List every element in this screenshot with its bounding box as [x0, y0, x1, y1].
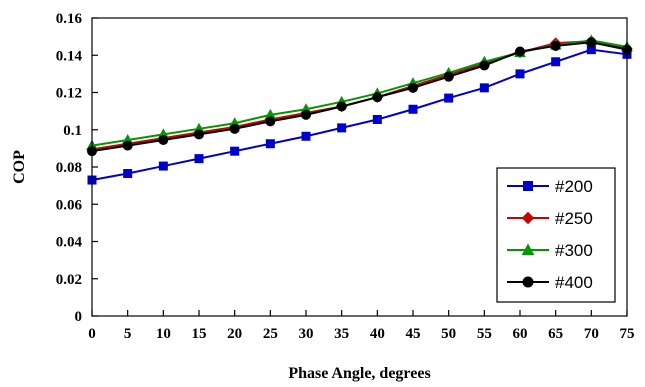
- data-point: [336, 101, 347, 112]
- data-point: [337, 123, 347, 133]
- data-point: [265, 139, 275, 149]
- legend-box: [496, 167, 616, 303]
- data-point: [372, 92, 383, 103]
- data-point: [301, 131, 311, 141]
- data-point: [158, 134, 169, 145]
- series-line: [91, 41, 628, 153]
- y-tick-label: 0.12: [56, 86, 82, 102]
- y-tick-label: 0.08: [56, 160, 82, 176]
- y-tick-label: 0.1: [63, 123, 82, 139]
- x-tick-label: 55: [477, 326, 492, 342]
- data-point: [443, 71, 454, 82]
- data-point: [408, 82, 418, 93]
- y-tick-label: 0: [75, 309, 83, 325]
- legend-marker: [523, 181, 533, 191]
- plot-area-frame: [91, 17, 628, 317]
- data-point: [230, 146, 240, 156]
- y-axis-title: COP: [11, 150, 28, 184]
- x-tick-label: 10: [156, 326, 171, 342]
- x-axis-title: Phase Angle, degrees: [288, 365, 430, 382]
- x-tick-label: 0: [88, 326, 96, 342]
- data-point: [479, 83, 489, 93]
- data-point: [229, 123, 240, 134]
- legend-label: #300: [555, 241, 593, 260]
- x-axis-ticks: 0 5 10 15 20 25 30 35 40 45 50 55 60 65 70 75: [88, 310, 635, 342]
- y-axis-ticks: 0 0.02 0.04 0.06 0.08 0.1 0.12 0.14 0.16: [56, 11, 98, 325]
- x-tick-label: 75: [620, 326, 635, 342]
- x-tick-label: 30: [299, 326, 314, 342]
- data-point: [372, 115, 382, 125]
- data-point: [515, 46, 525, 57]
- x-tick-label: 5: [124, 326, 132, 342]
- legend-item: #250: [507, 209, 593, 228]
- x-tick-label: 15: [192, 326, 207, 342]
- legend-item: #400: [507, 273, 593, 292]
- legend-marker: [521, 211, 535, 225]
- x-tick-label: 70: [584, 326, 599, 342]
- x-tick-label: 50: [441, 326, 456, 342]
- legend-label: #200: [555, 177, 593, 196]
- y-tick-label: 0.14: [56, 48, 83, 64]
- legend-marker: [522, 276, 534, 288]
- data-point: [586, 37, 597, 48]
- data-point: [479, 60, 490, 71]
- x-tick-label: 60: [513, 326, 528, 342]
- data-point: [122, 140, 133, 151]
- y-tick-label: 0.02: [56, 272, 82, 288]
- x-tick-label: 35: [334, 326, 349, 342]
- y-tick-label: 0.06: [56, 197, 83, 213]
- data-point: [194, 154, 204, 164]
- series-layer: [86, 34, 633, 185]
- legend-item: #200: [507, 177, 593, 196]
- legend-label: #400: [555, 273, 593, 292]
- data-point: [408, 104, 418, 114]
- data-point: [265, 116, 276, 127]
- x-tick-label: 45: [406, 326, 421, 342]
- x-tick-label: 20: [227, 326, 242, 342]
- x-tick-label: 25: [263, 326, 278, 342]
- series-200: [87, 45, 632, 185]
- data-point: [301, 109, 311, 120]
- data-point: [515, 69, 525, 79]
- legend-label: #250: [555, 209, 593, 228]
- y-tick-label: 0.16: [56, 11, 83, 27]
- legend-item: #300: [507, 241, 593, 260]
- series-250: [86, 35, 633, 156]
- series-line: [91, 39, 628, 147]
- x-tick-label: 40: [370, 326, 385, 342]
- data-point: [551, 57, 561, 67]
- series-300: [86, 34, 633, 151]
- data-point: [444, 93, 454, 103]
- x-tick-label: 65: [548, 326, 563, 342]
- data-point: [123, 169, 133, 179]
- data-point: [158, 161, 168, 171]
- legend-marker: [521, 243, 535, 255]
- y-tick-label: 0.04: [56, 235, 83, 251]
- data-point: [194, 129, 204, 140]
- series-line: [91, 48, 628, 182]
- data-point: [550, 40, 561, 51]
- series-400: [87, 37, 632, 157]
- legend: #200 #250 #300 #400: [496, 167, 616, 303]
